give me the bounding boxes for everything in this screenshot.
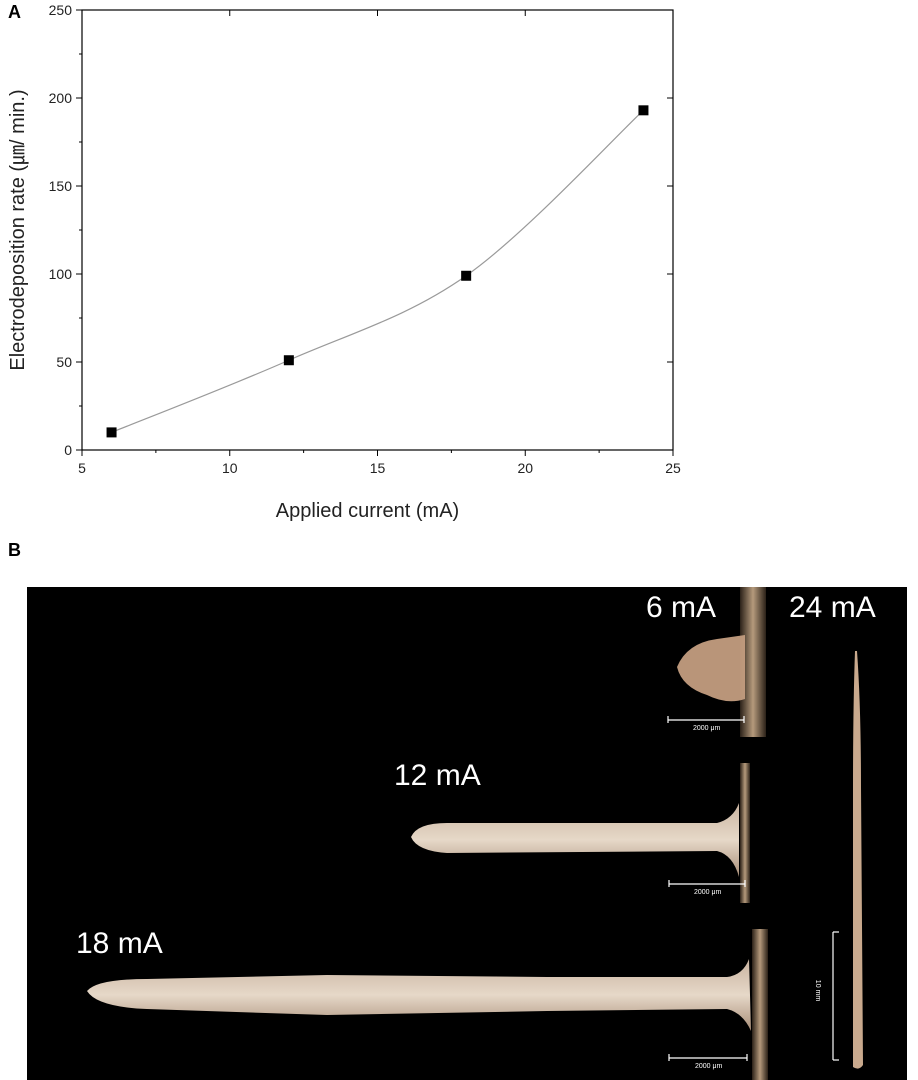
y-tick-label: 150: [49, 178, 73, 194]
scale-text-6ma: 2000 μm: [693, 725, 721, 732]
y-tick-label: 100: [49, 266, 73, 282]
x-tick-label: 25: [665, 460, 681, 476]
electrodeposit-photo: 6 mA 12 mA 18 mA 24 mA 2000 μm 2000 μm 2…: [27, 587, 907, 1080]
y-tick-label: 250: [49, 2, 73, 18]
fit-line: [111, 109, 644, 433]
label-24ma: 24 mA: [789, 591, 876, 624]
deposit-18ma: [87, 959, 751, 1031]
y-axis-label: Electrodeposition rate (㎛/ min.): [7, 89, 29, 370]
data-point: [638, 105, 649, 116]
scale-text-vertical: 10 mm: [814, 979, 822, 1002]
data-point: [461, 270, 472, 281]
x-tick-label: 5: [78, 460, 86, 476]
scale-bar-12ma: [668, 880, 746, 887]
label-18ma: 18 mA: [76, 927, 163, 960]
y-tick-label: 0: [64, 442, 72, 458]
x-tick-label: 20: [517, 460, 533, 476]
x-tick-label: 15: [370, 460, 386, 476]
deposit-6ma: [677, 635, 745, 702]
scale-text-12ma: 2000 μm: [694, 889, 722, 896]
plot-frame: [81, 9, 674, 451]
y-tick-label: 200: [49, 90, 73, 106]
deposit-12ma: [411, 803, 739, 877]
label-6ma: 6 mA: [646, 591, 717, 624]
panel-b-label: B: [8, 540, 21, 560]
electrode-rod-12ma: [740, 763, 750, 903]
data-point: [106, 427, 117, 438]
scale-text-18ma: 2000 μm: [695, 1063, 723, 1070]
label-12ma: 12 mA: [394, 759, 481, 792]
scale-bar-18ma: [668, 1054, 748, 1061]
x-tick-label: 10: [222, 460, 238, 476]
scale-bar-vertical: [832, 931, 839, 1061]
data-point: [283, 355, 294, 366]
y-tick-label: 50: [56, 354, 72, 370]
panel-a-label: A: [8, 2, 21, 22]
scale-bar-6ma: [667, 716, 745, 723]
x-axis-label: Applied current (mA): [276, 500, 459, 522]
deposit-24ma: [853, 651, 863, 1069]
electrode-rod-18ma: [752, 929, 768, 1080]
